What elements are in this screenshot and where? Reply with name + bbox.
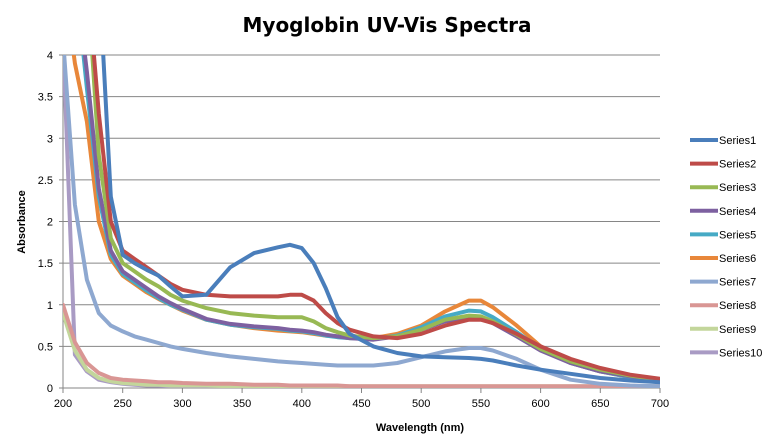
y-tick-label: 4 xyxy=(47,50,53,62)
x-tick-label: 450 xyxy=(352,398,370,410)
y-tick-label: 0.5 xyxy=(38,341,53,353)
legend-label: Series8 xyxy=(719,300,756,312)
x-tick-label: 650 xyxy=(591,398,609,410)
y-tick-label: 3.5 xyxy=(38,92,53,104)
x-tick-label: 200 xyxy=(54,398,72,410)
series-line-2 xyxy=(91,55,660,381)
series-line-5 xyxy=(81,55,660,383)
series-line-7 xyxy=(63,55,660,388)
x-axis-label: Wavelength (nm) xyxy=(376,422,465,434)
x-tick-label: 600 xyxy=(531,398,549,410)
legend-label: Series1 xyxy=(719,135,756,147)
x-tick-label: 700 xyxy=(651,398,669,410)
x-tick-label: 400 xyxy=(293,398,311,410)
chart-title: Myoglobin UV-Vis Spectra xyxy=(243,13,532,37)
y-tick-label: 2.5 xyxy=(38,175,53,187)
legend-label: Series10 xyxy=(719,347,762,359)
legend-label: Series7 xyxy=(719,277,756,289)
legend-label: Series2 xyxy=(719,159,756,171)
x-tick-label: 300 xyxy=(173,398,191,410)
y-tick-label: 2 xyxy=(47,217,53,229)
legend-label: Series5 xyxy=(719,229,756,241)
series-line-3 xyxy=(90,55,660,382)
y-tick-label: 3 xyxy=(47,133,53,145)
x-tick-label: 550 xyxy=(472,398,490,410)
x-tick-label: 250 xyxy=(114,398,132,410)
series-line-6 xyxy=(71,55,660,383)
series-line-1 xyxy=(101,55,660,385)
x-tick-label: 500 xyxy=(412,398,430,410)
legend-label: Series4 xyxy=(719,206,756,218)
legend-label: Series3 xyxy=(719,182,756,194)
y-tick-label: 1 xyxy=(47,300,53,312)
legend-label: Series6 xyxy=(719,253,756,265)
series-line-8 xyxy=(63,302,660,388)
y-tick-label: 1.5 xyxy=(38,258,53,270)
legend-label: Series9 xyxy=(719,324,756,336)
series-line-4 xyxy=(82,55,660,382)
y-tick-label: 0 xyxy=(47,383,53,395)
y-axis-label: Absorbance xyxy=(16,190,28,254)
x-tick-label: 350 xyxy=(233,398,251,410)
